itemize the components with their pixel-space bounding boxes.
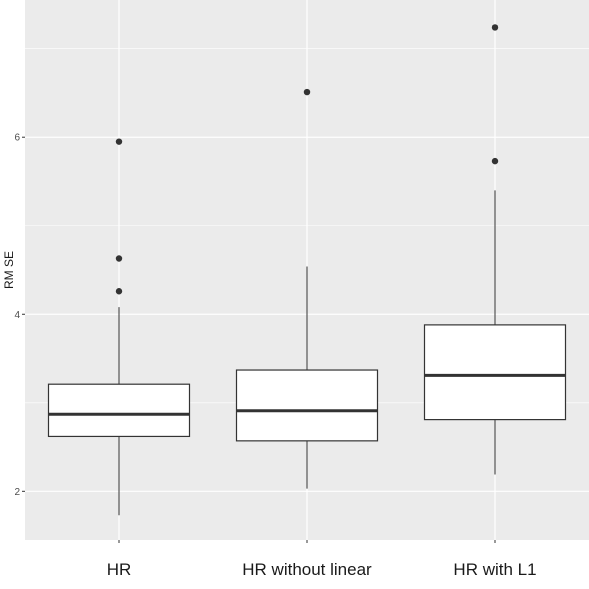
y-tick-label: 2 [14,487,20,498]
y-axis-title: RM SE [2,251,16,289]
iqr-box [423,324,567,421]
box-2 [235,88,379,489]
iqr-box [47,383,191,438]
y-tick-label: 4 [14,310,20,321]
y-axis-ticks: 2 4 6 [14,133,25,498]
box-3 [423,24,567,475]
outlier-point [491,24,499,31]
x-tick-label: HR with L1 [453,560,536,579]
outlier-point [115,138,123,145]
y-tick-label: 6 [14,133,20,144]
outlier-point [303,88,311,96]
outlier-point [115,255,123,262]
iqr-box [235,369,379,442]
outlier-point [115,288,123,295]
x-tick-label: HR without linear [242,560,372,579]
outlier-point [491,157,499,165]
x-axis-ticks: HR HR without linear HR with L1 [107,540,537,579]
box-series [47,24,567,516]
box-1 [47,138,191,516]
x-tick-label: HR [107,560,132,579]
